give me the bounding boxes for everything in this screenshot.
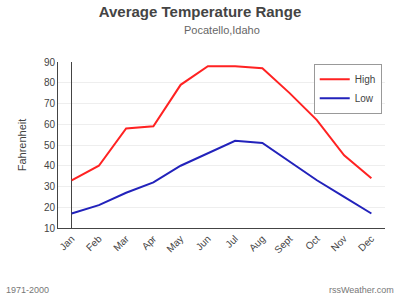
- svg-text:Average Temperature Range: Average Temperature Range: [99, 3, 302, 20]
- svg-text:Fahrenheit: Fahrenheit: [16, 119, 28, 172]
- svg-text:10: 10: [44, 223, 56, 234]
- svg-text:20: 20: [44, 202, 56, 213]
- svg-text:Aug: Aug: [247, 233, 267, 253]
- svg-text:Oct: Oct: [303, 233, 322, 252]
- svg-text:40: 40: [44, 160, 56, 171]
- svg-text:Pocatello,Idaho: Pocatello,Idaho: [184, 24, 260, 36]
- svg-text:Feb: Feb: [84, 233, 104, 253]
- svg-text:Jul: Jul: [223, 233, 240, 250]
- svg-text:80: 80: [44, 77, 56, 88]
- svg-text:Low: Low: [355, 93, 374, 104]
- svg-text:Apr: Apr: [140, 233, 159, 252]
- svg-text:Nov: Nov: [329, 233, 349, 253]
- svg-text:90: 90: [44, 57, 56, 68]
- svg-text:30: 30: [44, 181, 56, 192]
- svg-text:Jun: Jun: [194, 233, 213, 252]
- svg-text:70: 70: [44, 98, 56, 109]
- svg-text:50: 50: [44, 140, 56, 151]
- svg-text:Sept: Sept: [272, 233, 294, 255]
- svg-text:May: May: [164, 233, 185, 254]
- svg-text:Mar: Mar: [111, 233, 131, 253]
- svg-text:rssWeather.com: rssWeather.com: [329, 285, 394, 295]
- svg-text:1971-2000: 1971-2000: [6, 285, 49, 295]
- svg-text:Jan: Jan: [57, 233, 76, 252]
- svg-text:60: 60: [44, 119, 56, 130]
- svg-text:Dec: Dec: [356, 233, 376, 253]
- svg-text:High: High: [355, 74, 376, 85]
